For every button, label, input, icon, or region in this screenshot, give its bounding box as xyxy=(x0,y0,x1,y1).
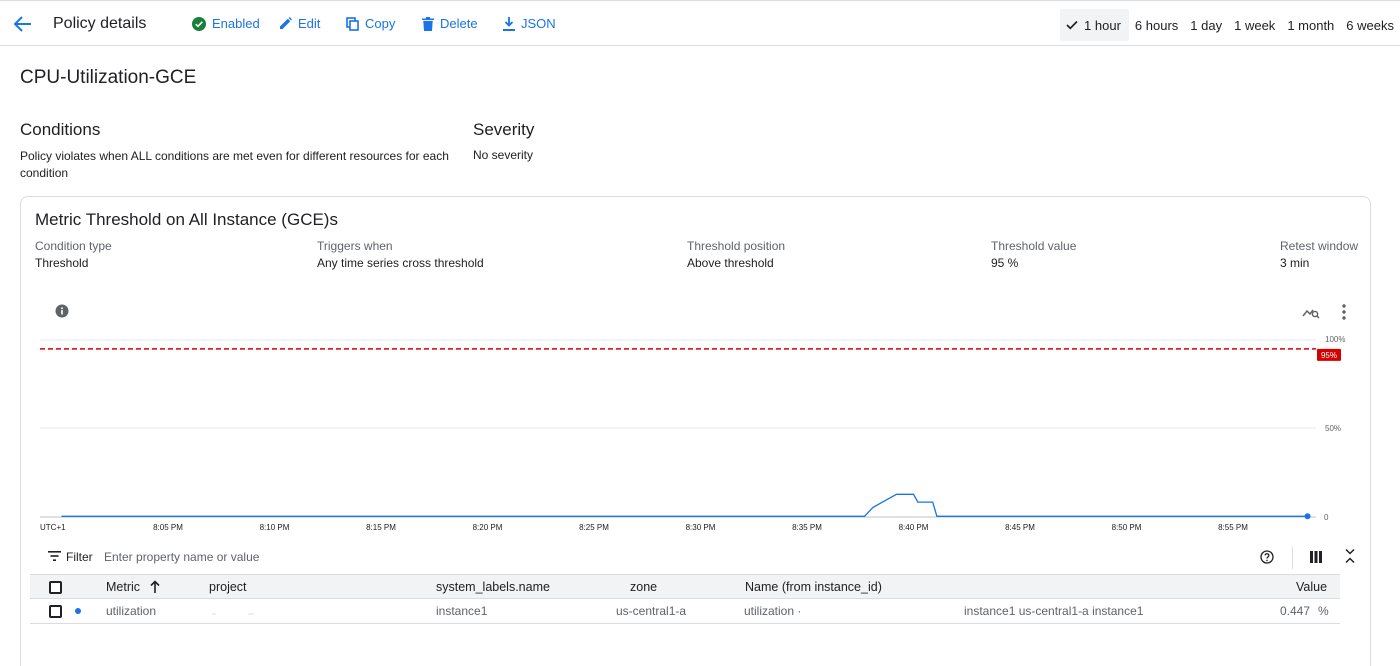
timezone-label: UTC+1 xyxy=(40,523,66,532)
cell-value: 0.447 xyxy=(1280,604,1311,618)
threshold-position-value: Above threshold xyxy=(687,256,774,270)
info-icon[interactable] xyxy=(55,304,69,318)
retest-window-label: Retest window xyxy=(1280,239,1359,253)
status-enabled: Enabled xyxy=(192,16,260,31)
column-header-system-labels-name[interactable]: system_labels.name xyxy=(436,580,550,594)
range-label: 1 hour xyxy=(1084,17,1121,33)
y-tick-label-100: 100% xyxy=(1325,335,1345,344)
utilization-chart: 95% 100% 50% 0 UTC+1 8:05 PM 8:10 PM 8:15 … xyxy=(40,335,1345,532)
page-title: Policy details xyxy=(53,15,147,32)
column-header-value[interactable]: Value xyxy=(1296,580,1328,594)
x-tick-label: 8:40 PM xyxy=(899,523,929,532)
trash-icon xyxy=(422,16,434,31)
help-icon[interactable] xyxy=(1260,550,1274,564)
column-header-zone[interactable]: zone xyxy=(630,580,658,594)
more-vert-icon[interactable] xyxy=(1339,303,1349,321)
threshold-position-label: Threshold position xyxy=(687,239,786,253)
status-label: Enabled xyxy=(212,16,260,31)
time-series-table: Metric project system_labels.name zone N… xyxy=(30,574,1340,624)
conditions-heading: Conditions xyxy=(20,120,101,139)
filter-bar: Filter xyxy=(30,545,1361,571)
x-axis-ticks: 8:05 PM 8:10 PM 8:15 PM 8:20 PM 8:25 PM 8:30 … xyxy=(153,523,1248,532)
x-tick-label: 8:25 PM xyxy=(579,523,609,532)
download-icon xyxy=(503,16,515,31)
x-tick-label: 8:55 PM xyxy=(1218,523,1248,532)
collapse-icon[interactable] xyxy=(1344,548,1356,564)
redacted-project xyxy=(248,613,254,615)
edit-button[interactable]: Edit xyxy=(279,16,320,31)
x-tick-label: 8:35 PM xyxy=(792,523,822,532)
redacted-project xyxy=(212,613,216,615)
copy-label: Copy xyxy=(365,16,396,31)
x-tick-label: 8:50 PM xyxy=(1112,523,1142,532)
cell-metric: utilization xyxy=(106,604,157,618)
severity-value: No severity xyxy=(473,148,534,162)
x-tick-label: 8:20 PM xyxy=(473,523,503,532)
conditions-description: Policy violates when ALL conditions are … xyxy=(20,149,449,180)
utilization-series-line xyxy=(61,493,1308,517)
delete-button[interactable]: Delete xyxy=(422,16,478,31)
cell-instance-name: utilization · xyxy=(744,604,802,618)
cell-instance-labels: instance1 us-central1-a instance1 xyxy=(964,604,1144,618)
time-range-selector: 1 hour 6 hours 1 day 1 week 1 month 6 we… xyxy=(1060,9,1400,41)
table-header: Metric project system_labels.name zone N… xyxy=(30,574,1340,599)
explore-chart-icon[interactable] xyxy=(1302,304,1320,320)
column-header-instance-name[interactable]: Name (from instance_id) xyxy=(745,580,882,594)
last-point-marker xyxy=(1304,513,1311,520)
column-display-icon[interactable] xyxy=(1310,551,1322,563)
x-tick-label: 8:45 PM xyxy=(1005,523,1035,532)
filter-input[interactable] xyxy=(104,546,604,568)
y-tick-label-50: 50% xyxy=(1325,424,1341,433)
range-1-week[interactable]: 1 week xyxy=(1234,17,1276,33)
delete-label: Delete xyxy=(440,16,478,31)
json-label: JSON xyxy=(521,16,556,31)
range-6-hours[interactable]: 6 hours xyxy=(1134,17,1179,33)
cell-value-unit: % xyxy=(1318,604,1329,618)
check-icon xyxy=(1066,20,1078,30)
series-color-dot xyxy=(75,608,81,614)
triggers-when-value: Any time series cross threshold xyxy=(317,256,484,270)
filter-icon[interactable] xyxy=(48,551,61,561)
back-arrow-icon[interactable] xyxy=(12,13,34,35)
column-header-metric[interactable]: Metric xyxy=(106,580,141,594)
toolbar-divider xyxy=(1292,547,1293,569)
sort-ascending-icon[interactable] xyxy=(150,580,160,593)
condition-title: Metric Threshold on All Instance (GCE)s xyxy=(35,210,338,229)
range-1-month[interactable]: 1 month xyxy=(1287,17,1335,33)
table-row[interactable]: utilization instance1 us-central1-a util… xyxy=(30,599,1340,624)
retest-window-value: 3 min xyxy=(1280,256,1310,270)
top-bar: Policy details Enabled Edit Copy Delete … xyxy=(0,0,1400,46)
select-all-checkbox[interactable] xyxy=(49,581,62,594)
edit-label: Edit xyxy=(298,16,321,31)
range-1-day[interactable]: 1 day xyxy=(1190,17,1223,33)
filter-label: Filter xyxy=(66,550,93,564)
download-json-button[interactable]: JSON xyxy=(503,16,556,31)
threshold-value-label: Threshold value xyxy=(991,239,1077,253)
x-tick-label: 8:30 PM xyxy=(686,523,716,532)
range-1-hour[interactable]: 1 hour xyxy=(1060,9,1129,41)
threshold-label: 95% xyxy=(1321,351,1337,360)
policy-name: CPU-Utilization-GCE xyxy=(20,67,197,88)
x-tick-label: 8:10 PM xyxy=(260,523,290,532)
check-circle-icon xyxy=(192,16,206,31)
condition-type-value: Threshold xyxy=(35,256,89,270)
pencil-icon xyxy=(280,17,292,29)
cell-zone: us-central1-a xyxy=(616,604,687,618)
triggers-when-label: Triggers when xyxy=(317,239,393,253)
condition-type-label: Condition type xyxy=(35,239,112,253)
column-header-project[interactable]: project xyxy=(209,580,247,594)
threshold-value-value: 95 % xyxy=(991,256,1019,270)
x-tick-label: 8:15 PM xyxy=(366,523,396,532)
copy-icon xyxy=(346,16,359,31)
x-tick-label: 8:05 PM xyxy=(153,523,183,532)
threshold-badge xyxy=(1317,348,1341,361)
cell-system-labels-name: instance1 xyxy=(436,604,488,618)
y-tick-label-0: 0 xyxy=(1324,513,1329,522)
copy-button[interactable]: Copy xyxy=(346,16,395,31)
row-checkbox[interactable] xyxy=(49,605,62,618)
range-6-weeks[interactable]: 6 weeks xyxy=(1346,17,1394,33)
severity-heading: Severity xyxy=(473,120,535,139)
